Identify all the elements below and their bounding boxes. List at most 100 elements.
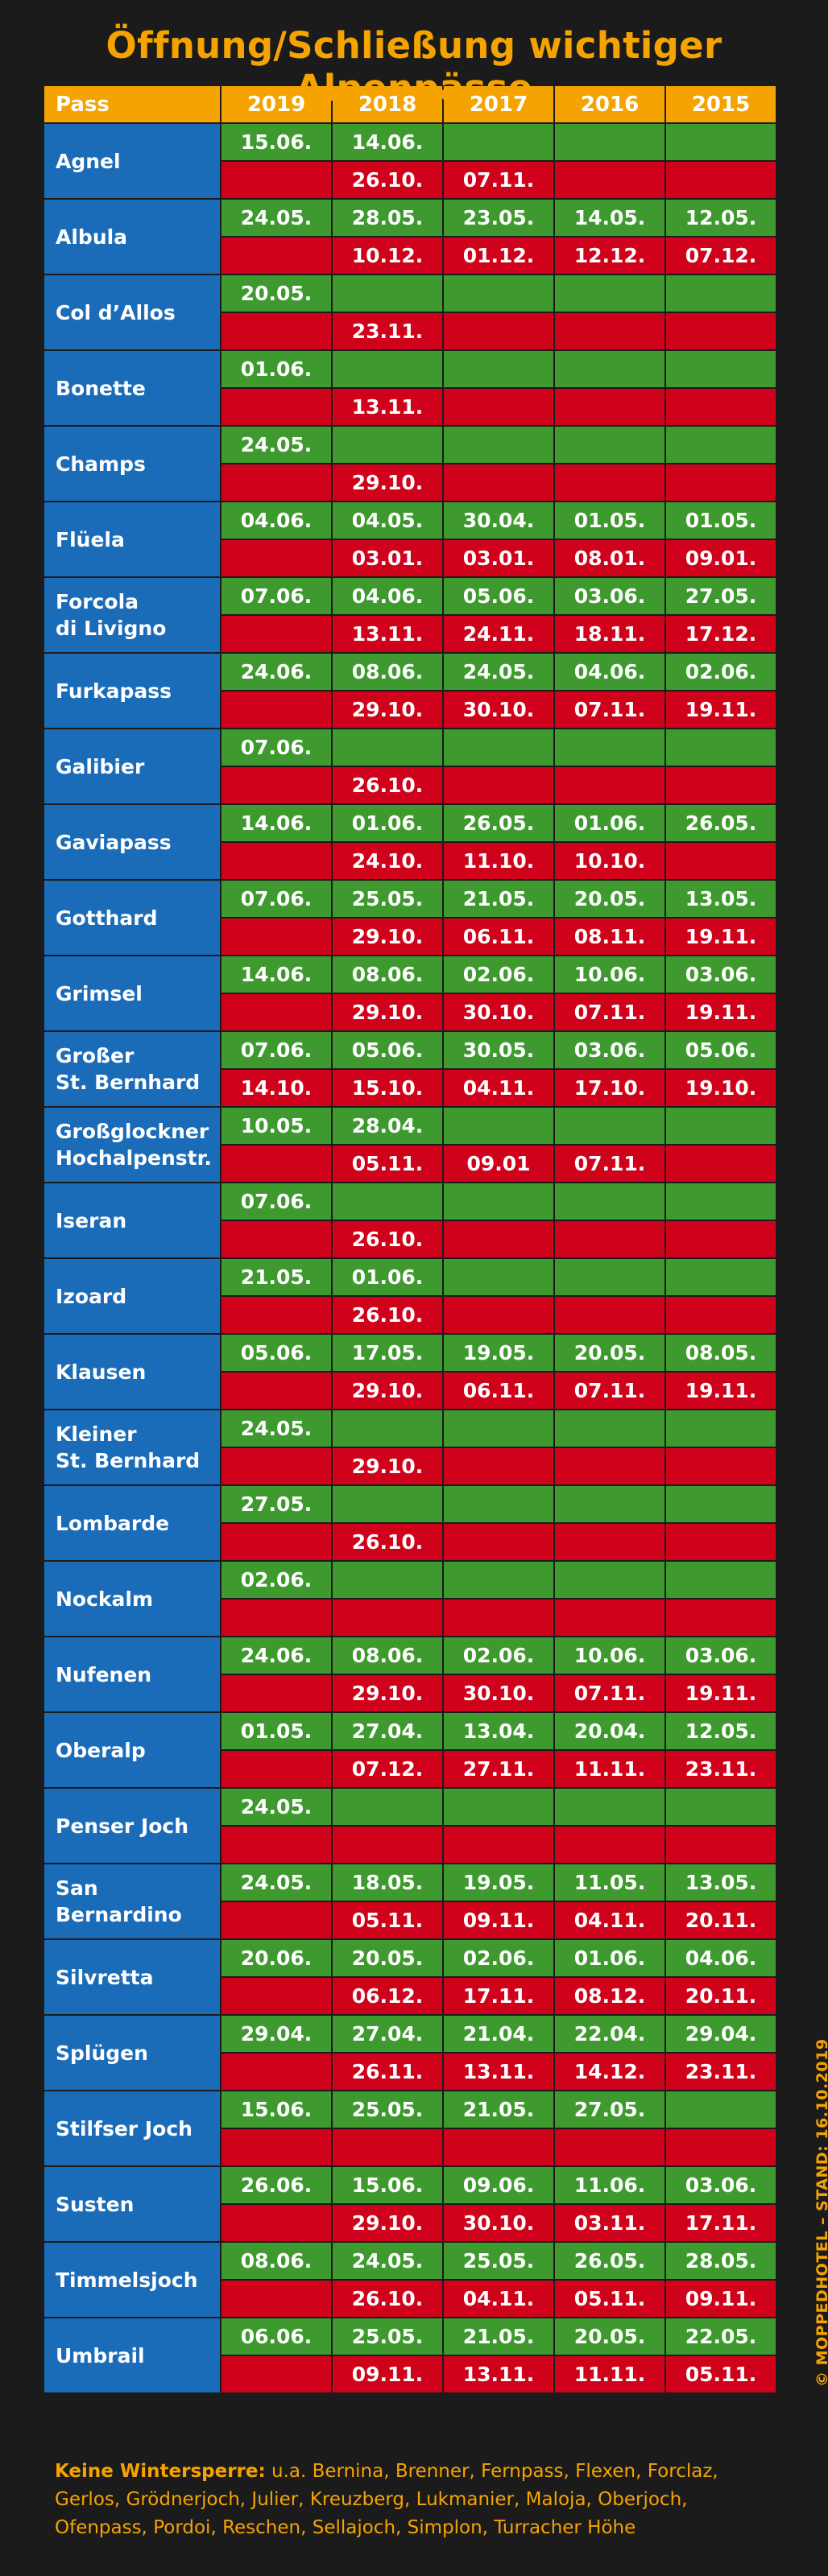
closing-date-cell — [666, 1524, 776, 1560]
closing-date-cell — [666, 1297, 776, 1333]
closing-date-cell: 12.12. — [555, 237, 664, 274]
opening-date-cell: 30.05. — [444, 1032, 553, 1068]
closing-date-cell — [221, 843, 331, 879]
opening-date-cell — [555, 729, 664, 766]
closing-date-cell — [221, 2356, 331, 2392]
closing-date-cell — [221, 162, 331, 198]
opening-date-cell: 28.05. — [333, 200, 442, 236]
opening-date-cell — [444, 1486, 553, 1522]
opening-date-cell — [333, 351, 442, 387]
closing-date-cell: 29.10. — [333, 1675, 442, 1711]
closing-date-cell — [221, 1373, 331, 1409]
closing-date-cell — [221, 313, 331, 349]
closing-date-cell: 07.11. — [555, 1675, 664, 1711]
closing-date-cell: 04.11. — [555, 1902, 664, 1938]
opening-date-cell: 02.06. — [666, 654, 776, 690]
opening-date-cell: 01.06. — [333, 805, 442, 841]
closing-date-cell: 20.11. — [666, 1902, 776, 1938]
closing-date-cell — [555, 1221, 664, 1257]
opening-date-cell: 05.06. — [333, 1032, 442, 1068]
closing-date-cell — [666, 1146, 776, 1182]
closing-date-cell: 13.11. — [333, 389, 442, 425]
opening-date-cell: 07.06. — [221, 578, 331, 614]
opening-date-cell — [444, 1259, 553, 1295]
closing-date-cell: 08.11. — [555, 919, 664, 955]
opening-date-cell: 10.06. — [555, 956, 664, 993]
closing-date-cell — [221, 1978, 331, 2014]
closing-date-cell: 23.11. — [666, 1751, 776, 1787]
closing-date-cell: 26.10. — [333, 1297, 442, 1333]
closing-date-cell: 05.11. — [666, 2356, 776, 2392]
closing-date-cell — [444, 1524, 553, 1560]
closing-date-cell — [221, 767, 331, 803]
opening-date-cell: 02.06. — [444, 1940, 553, 1976]
opening-date-cell: 24.05. — [221, 200, 331, 236]
closing-date-cell: 30.10. — [444, 2205, 553, 2241]
closing-date-cell: 13.11. — [444, 2054, 553, 2090]
opening-date-cell: 25.05. — [333, 881, 442, 917]
closing-date-cell — [221, 994, 331, 1030]
opening-date-cell: 10.05. — [221, 1108, 331, 1144]
opening-date-cell: 21.05. — [444, 881, 553, 917]
opening-date-cell: 20.05. — [555, 2318, 664, 2355]
closing-date-cell: 06.11. — [444, 919, 553, 955]
opening-date-cell: 03.06. — [666, 2167, 776, 2203]
closing-date-cell: 15.10. — [333, 1070, 442, 1106]
pass-name: Susten — [44, 2167, 220, 2241]
opening-date-cell — [444, 1789, 553, 1825]
opening-date-cell: 13.05. — [666, 881, 776, 917]
opening-date-cell: 08.06. — [333, 956, 442, 993]
opening-date-cell: 01.06. — [221, 351, 331, 387]
closing-date-cell: 03.01. — [444, 540, 553, 576]
opening-date-cell — [666, 1486, 776, 1522]
closing-date-cell — [221, 464, 331, 501]
closing-date-cell: 09.01. — [666, 540, 776, 576]
opening-date-cell: 27.04. — [333, 1713, 442, 1749]
closing-date-cell: 09.01 — [444, 1146, 553, 1182]
closing-date-cell: 19.11. — [666, 919, 776, 955]
closing-date-cell — [666, 464, 776, 501]
opening-date-cell — [666, 1562, 776, 1598]
pass-name: San Bernardino — [44, 1864, 220, 1938]
opening-date-cell: 03.06. — [555, 578, 664, 614]
opening-date-cell: 25.05. — [444, 2243, 553, 2279]
opening-date-cell: 26.06. — [221, 2167, 331, 2203]
closing-date-cell: 11.10. — [444, 843, 553, 879]
closing-date-cell: 05.11. — [333, 1146, 442, 1182]
opening-date-cell — [333, 1183, 442, 1220]
opening-date-cell: 24.05. — [221, 1864, 331, 1901]
opening-date-cell: 08.06. — [221, 2243, 331, 2279]
closing-date-cell: 06.11. — [444, 1373, 553, 1409]
opening-date-cell: 18.05. — [333, 1864, 442, 1901]
closing-date-cell: 19.10. — [666, 1070, 776, 1106]
opening-date-cell: 17.05. — [333, 1335, 442, 1371]
closing-date-cell — [444, 313, 553, 349]
opening-date-cell: 07.06. — [221, 1183, 331, 1220]
closing-date-cell: 09.11. — [666, 2281, 776, 2317]
closing-date-cell: 30.10. — [444, 691, 553, 728]
closing-date-cell: 14.10. — [221, 1070, 331, 1106]
closing-date-cell: 29.10. — [333, 2205, 442, 2241]
opening-date-cell: 24.06. — [221, 1637, 331, 1674]
closing-date-cell: 07.12. — [666, 237, 776, 274]
closing-date-cell — [221, 1524, 331, 1560]
closing-date-cell — [555, 1448, 664, 1484]
opening-date-cell — [555, 1562, 664, 1598]
opening-date-cell — [555, 1410, 664, 1447]
closing-date-cell — [221, 2129, 331, 2165]
closing-date-cell: 17.11. — [666, 2205, 776, 2241]
opening-date-cell: 05.06. — [444, 578, 553, 614]
pass-name: Galibier — [44, 729, 220, 803]
closing-date-cell: 23.11. — [666, 2054, 776, 2090]
closing-date-cell — [221, 2281, 331, 2317]
opening-date-cell: 02.06. — [444, 1637, 553, 1674]
closing-date-cell: 07.12. — [333, 1751, 442, 1787]
closing-date-cell — [666, 389, 776, 425]
opening-date-cell: 04.06. — [555, 654, 664, 690]
pass-name: Gaviapass — [44, 805, 220, 879]
closing-date-cell: 06.12. — [333, 1978, 442, 2014]
closing-date-cell — [666, 1221, 776, 1257]
opening-date-cell: 13.04. — [444, 1713, 553, 1749]
closing-date-cell: 07.11. — [555, 1146, 664, 1182]
closing-date-cell — [221, 1902, 331, 1938]
